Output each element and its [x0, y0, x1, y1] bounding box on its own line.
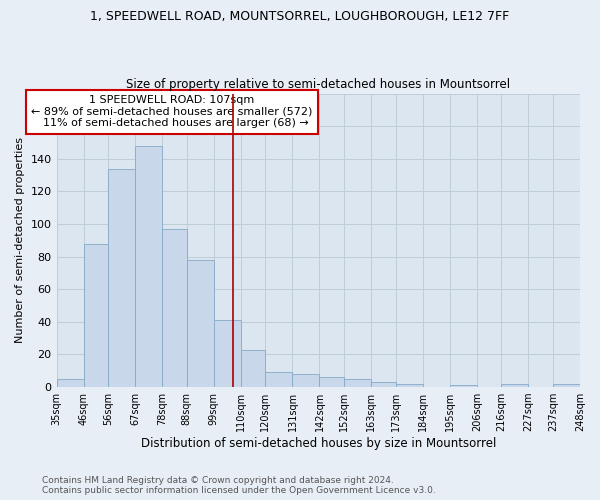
- Bar: [553, 384, 580, 387]
- Bar: [162, 229, 187, 387]
- Bar: [83, 244, 108, 387]
- Title: Size of property relative to semi-detached houses in Mountsorrel: Size of property relative to semi-detach…: [126, 78, 511, 91]
- Bar: [108, 168, 135, 387]
- Bar: [56, 379, 83, 387]
- Bar: [265, 372, 292, 387]
- Text: 1 SPEEDWELL ROAD: 107sqm
← 89% of semi-detached houses are smaller (572)
  11% o: 1 SPEEDWELL ROAD: 107sqm ← 89% of semi-d…: [31, 95, 313, 128]
- Bar: [241, 350, 265, 387]
- Bar: [135, 146, 162, 387]
- Bar: [319, 378, 344, 387]
- Text: Contains HM Land Registry data © Crown copyright and database right 2024.
Contai: Contains HM Land Registry data © Crown c…: [42, 476, 436, 495]
- Bar: [371, 382, 395, 387]
- Text: 1, SPEEDWELL ROAD, MOUNTSORREL, LOUGHBOROUGH, LE12 7FF: 1, SPEEDWELL ROAD, MOUNTSORREL, LOUGHBOR…: [91, 10, 509, 23]
- Bar: [344, 379, 371, 387]
- Bar: [292, 374, 319, 387]
- Y-axis label: Number of semi-detached properties: Number of semi-detached properties: [15, 138, 25, 344]
- Bar: [214, 320, 241, 387]
- Bar: [450, 386, 477, 387]
- Bar: [187, 260, 214, 387]
- X-axis label: Distribution of semi-detached houses by size in Mountsorrel: Distribution of semi-detached houses by …: [140, 437, 496, 450]
- Bar: [395, 384, 423, 387]
- Bar: [502, 384, 529, 387]
